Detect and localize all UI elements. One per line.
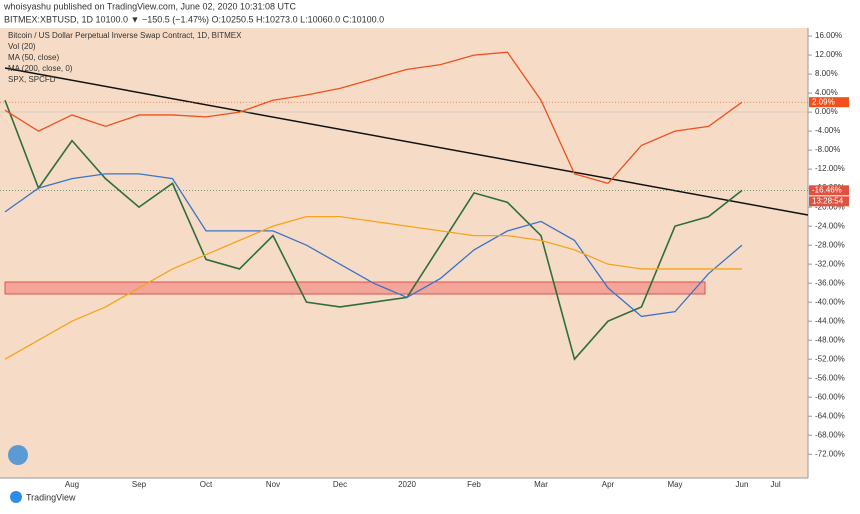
- y-tick-label: -64.00%: [815, 411, 845, 420]
- y-tick-label: -72.00%: [815, 449, 845, 458]
- series-line: [4, 99, 743, 361]
- y-tick-label: -60.00%: [815, 392, 845, 401]
- logo: [10, 491, 22, 503]
- y-tick-label: -48.00%: [815, 335, 845, 344]
- x-tick-label: Apr: [602, 480, 615, 489]
- y-tick-label: 8.00%: [815, 69, 838, 78]
- x-tick-label: Nov: [266, 480, 280, 489]
- countdown-box: [809, 196, 849, 207]
- y-tick-label: 16.00%: [815, 31, 842, 40]
- legend-entry: Vol (20): [8, 42, 36, 51]
- footer-brand: TradingView: [26, 492, 76, 502]
- x-tick-label: May: [667, 480, 682, 489]
- y-tick-label: -36.00%: [815, 278, 845, 287]
- x-tick-label: Dec: [333, 480, 347, 489]
- value-label: -16.46%: [812, 185, 842, 194]
- series-line: [4, 51, 743, 185]
- series-line: [4, 215, 742, 360]
- x-tick-label: Sep: [132, 480, 147, 489]
- value-label: 2.09%: [812, 97, 835, 106]
- y-tick-label: 12.00%: [815, 50, 842, 59]
- quote-line: BITMEX:XBTUSD, 1D 10100.0 ▼ −150.5 (−1.4…: [4, 14, 384, 24]
- x-tick-label: Jul: [770, 480, 780, 489]
- y-tick-label: -24.00%: [815, 221, 845, 230]
- published-line: whoisyashu published on TradingView.com,…: [3, 1, 297, 11]
- y-tick-label: -20.00%: [815, 202, 845, 211]
- logo-badge: [8, 445, 28, 465]
- plot-background: [0, 28, 808, 478]
- legend-entry: MA (50, close): [8, 53, 59, 62]
- y-tick-label: -44.00%: [815, 316, 845, 325]
- legend-entry: SPX, SPCFD: [8, 75, 56, 84]
- x-tick-label: Feb: [467, 480, 481, 489]
- value-label-box: [809, 97, 849, 108]
- legend-entry: Bitcoin / US Dollar Perpetual Inverse Sw…: [8, 31, 242, 40]
- value-label-box: [809, 185, 849, 196]
- x-tick-label: Aug: [65, 480, 79, 489]
- y-tick-label: -68.00%: [815, 430, 845, 439]
- y-tick-label: -32.00%: [815, 259, 845, 268]
- countdown: 13:28:54: [812, 196, 844, 205]
- y-tick-label: -28.00%: [815, 240, 845, 249]
- y-tick-label: -12.00%: [815, 164, 845, 173]
- y-tick-label: 4.00%: [815, 88, 838, 97]
- y-tick-label: -52.00%: [815, 354, 845, 363]
- y-tick-label: -4.00%: [815, 126, 840, 135]
- y-tick-label: -8.00%: [815, 145, 840, 154]
- x-tick-label: Mar: [534, 480, 548, 489]
- legend-entry: MA (200, close, 0): [8, 64, 73, 73]
- y-tick-label: 0.00%: [815, 107, 838, 116]
- y-tick-label: -56.00%: [815, 373, 845, 382]
- y-tick-label: -40.00%: [815, 297, 845, 306]
- support-zone: [4, 281, 706, 295]
- series-line: [4, 173, 743, 318]
- x-tick-label: Jun: [736, 480, 749, 489]
- x-tick-label: 2020: [398, 480, 416, 489]
- x-tick-label: Oct: [200, 480, 213, 489]
- trendline: [4, 67, 809, 216]
